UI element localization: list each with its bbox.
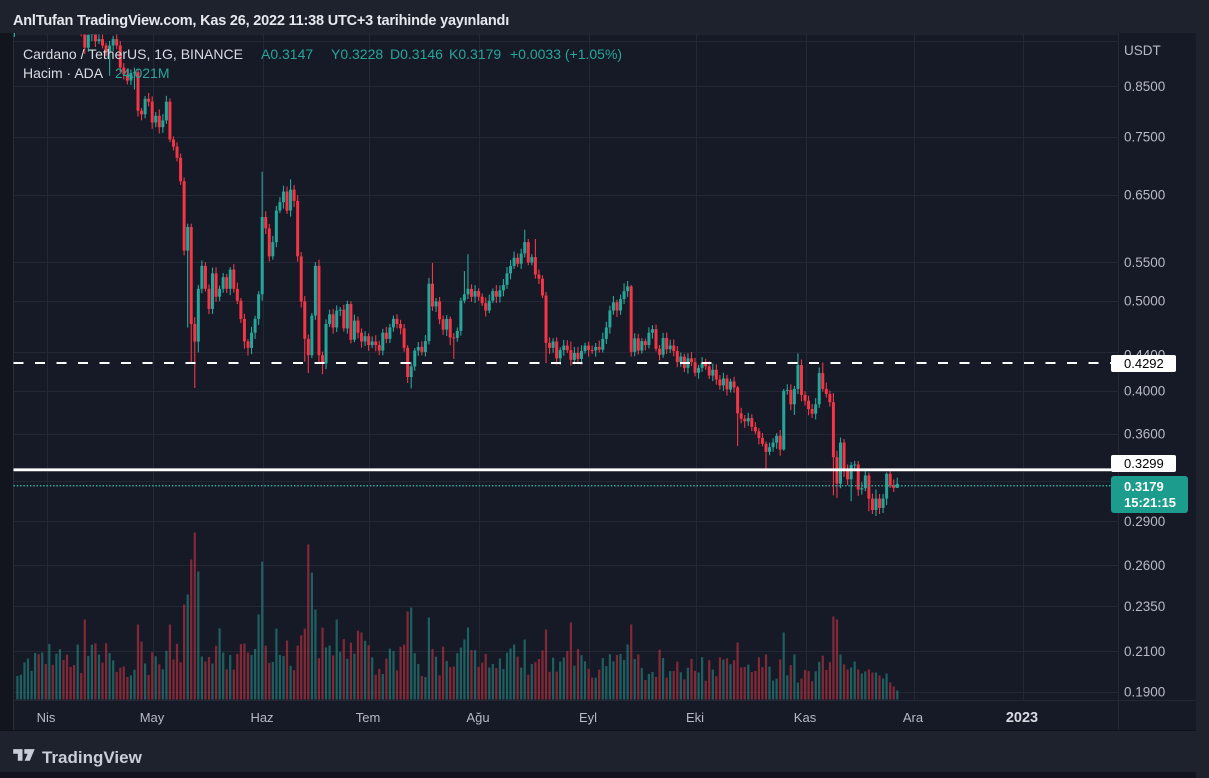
svg-text:Ağu: Ağu	[466, 710, 489, 725]
svg-text:0.2900: 0.2900	[1124, 514, 1165, 529]
svg-text:Eki: Eki	[686, 710, 704, 725]
svg-text:0.8500: 0.8500	[1124, 79, 1165, 94]
svg-text:Eyl: Eyl	[579, 710, 597, 725]
svg-text:Tem: Tem	[356, 710, 381, 725]
svg-text:Kas: Kas	[794, 710, 817, 725]
svg-text:0.5000: 0.5000	[1124, 294, 1165, 309]
svg-text:0.2350: 0.2350	[1124, 599, 1165, 614]
svg-text:D0.3146: D0.3146	[390, 46, 443, 62]
svg-text:Nis: Nis	[37, 710, 56, 725]
svg-text:15:21:15: 15:21:15	[1124, 495, 1176, 510]
svg-text:May: May	[140, 710, 165, 725]
svg-text:0.2600: 0.2600	[1124, 558, 1165, 573]
svg-text:K0.3179: K0.3179	[449, 46, 501, 62]
svg-text:Cardano / TetherUS, 1G, BINANC: Cardano / TetherUS, 1G, BINANCE	[23, 46, 243, 62]
svg-text:0.3600: 0.3600	[1124, 426, 1165, 441]
svg-text:Hacim · ADA: Hacim · ADA	[23, 65, 104, 81]
svg-text:2023: 2023	[1006, 710, 1038, 726]
svg-text:Haz: Haz	[250, 710, 273, 725]
svg-text:Y0.3228: Y0.3228	[331, 46, 383, 62]
svg-text:TradingView: TradingView	[42, 748, 143, 767]
svg-text:0.4292: 0.4292	[1124, 356, 1164, 371]
svg-text:0.7500: 0.7500	[1124, 130, 1165, 145]
svg-text:24.021M: 24.021M	[115, 65, 169, 81]
svg-text:0.4000: 0.4000	[1124, 384, 1165, 399]
svg-text:+0.0033 (+1.05%): +0.0033 (+1.05%)	[510, 46, 622, 62]
svg-text:0.2100: 0.2100	[1124, 644, 1165, 659]
svg-text:0.3179: 0.3179	[1124, 479, 1164, 494]
svg-text:0.6500: 0.6500	[1124, 188, 1165, 203]
svg-text:0.1900: 0.1900	[1124, 685, 1165, 700]
svg-text:Ara: Ara	[903, 710, 924, 725]
svg-text:AnlTufan TradingView.com, Kas: AnlTufan TradingView.com, Kas 26, 2022 1…	[13, 13, 509, 29]
svg-text:USDT: USDT	[1124, 43, 1161, 58]
svg-text:0.5500: 0.5500	[1124, 255, 1165, 270]
svg-text:0.3299: 0.3299	[1124, 456, 1164, 471]
svg-text:A0.3147: A0.3147	[261, 46, 313, 62]
